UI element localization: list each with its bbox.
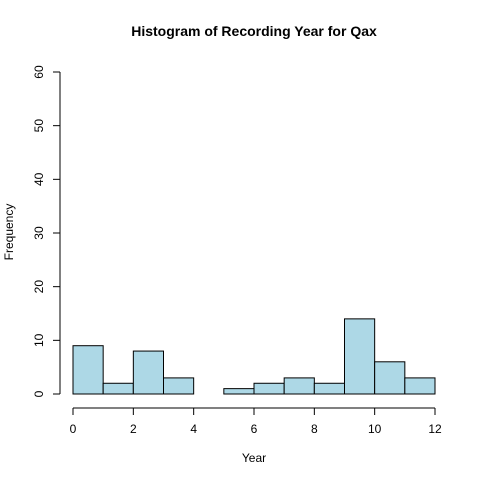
y-tick-label: 0 [32,390,46,397]
y-tick-label: 20 [32,280,46,294]
y-tick-label: 30 [32,226,46,240]
histogram-bar [223,388,255,395]
histogram-bar [132,350,164,395]
x-axis: 0 2 4 6 8 10 12 [70,407,442,436]
histogram-bar [374,361,406,395]
x-axis-label: Year [242,451,266,465]
x-tick-label: 10 [368,422,382,436]
bars-group [72,318,436,395]
x-tick-label: 4 [190,422,197,436]
x-tick-label: 6 [251,422,258,436]
histogram-bar [404,377,436,395]
y-axis: 0 10 20 30 40 50 60 [32,65,61,397]
y-tick-label: 60 [32,65,46,79]
histogram-bar [163,377,195,395]
x-tick-label: 0 [70,422,77,436]
histogram-bar [102,382,134,395]
chart-title: Histogram of Recording Year for Qax [131,23,377,39]
y-tick-label: 10 [32,333,46,347]
x-tick-label: 8 [311,422,318,436]
y-axis-label: Frequency [2,204,16,261]
y-tick-label: 40 [32,172,46,186]
x-tick-label: 2 [130,422,137,436]
histogram-bar [253,382,285,395]
histogram-bar [283,377,315,395]
histogram-bar [313,382,346,395]
histogram-bar [344,318,376,395]
x-tick-label: 12 [428,422,442,436]
histogram-bar [72,345,104,395]
y-tick-label: 50 [32,119,46,133]
